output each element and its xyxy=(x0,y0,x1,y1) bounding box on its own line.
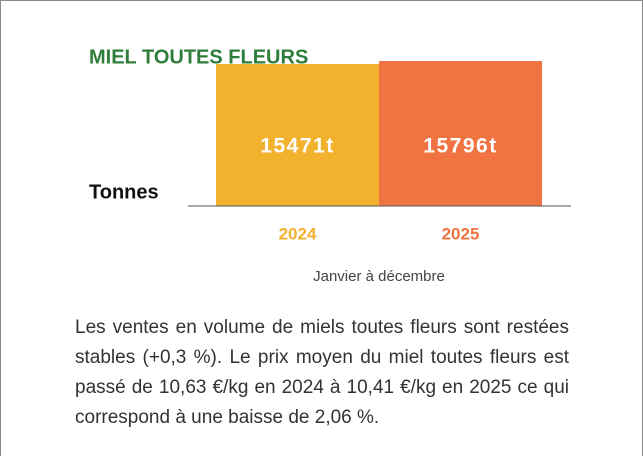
chart-title: MIEL TOUTES FLEURS xyxy=(89,46,308,68)
bar xyxy=(216,64,379,206)
x-tick-label: 2024 xyxy=(279,224,317,243)
x-axis-label: Janvier à décembre xyxy=(313,268,445,285)
description: Les ventes en volume de miels toutes fle… xyxy=(75,317,569,428)
y-axis-label: Tonnes xyxy=(89,181,159,203)
chart: MIEL TOUTES FLEURS Tonnes Janvier à déce… xyxy=(89,46,571,285)
value-label: 15471t xyxy=(260,135,334,158)
x-tick-label: 2025 xyxy=(442,224,480,243)
bar xyxy=(379,61,542,206)
value-label: 15796t xyxy=(423,135,497,158)
